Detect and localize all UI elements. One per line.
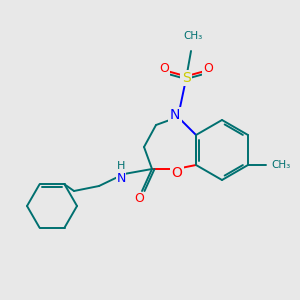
Text: O: O bbox=[159, 62, 169, 76]
Text: O: O bbox=[203, 62, 213, 76]
Text: N: N bbox=[116, 172, 126, 185]
Text: O: O bbox=[172, 166, 182, 180]
Text: N: N bbox=[170, 108, 180, 122]
Text: S: S bbox=[182, 71, 190, 85]
Text: CH₃: CH₃ bbox=[271, 160, 290, 170]
Text: O: O bbox=[134, 193, 144, 206]
Text: CH₃: CH₃ bbox=[183, 31, 202, 41]
Text: H: H bbox=[117, 161, 125, 171]
